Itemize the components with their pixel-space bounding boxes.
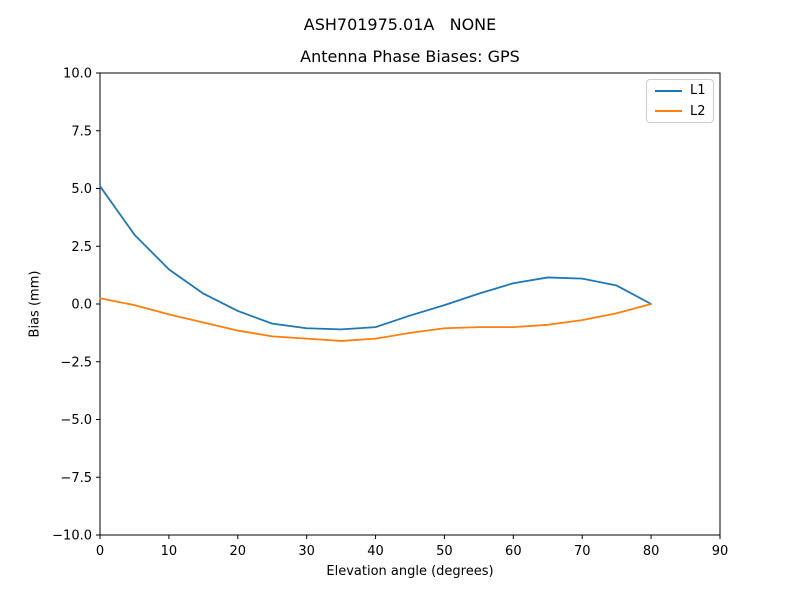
x-tick-label: 90	[712, 544, 729, 559]
l1-line-sample	[655, 89, 682, 92]
chart-title: Antenna Phase Biases: GPS	[300, 47, 520, 66]
figure-suptitle: ASH701975.01A NONE	[303, 15, 497, 34]
l2-legend-label: L2	[690, 103, 706, 119]
legend-entry-l1: L1	[655, 81, 713, 101]
x-tick-label: 50	[436, 544, 453, 559]
y-axis-label: Bias (mm)	[27, 270, 43, 338]
y-tick-label: −5.0	[60, 413, 92, 428]
series-line-l2	[99, 297, 653, 342]
x-axis-label: Elevation angle (degrees)	[326, 564, 494, 579]
axes-frame	[99, 72, 721, 536]
x-tick-label: 80	[643, 544, 660, 559]
y-tick-label: −7.5	[60, 471, 92, 486]
legend: L1 L2	[646, 79, 714, 123]
legend-entry-l2: L2	[655, 101, 713, 121]
l1-legend-label: L1	[690, 83, 706, 99]
x-tick-label: 30	[298, 544, 315, 559]
x-tick-label: 20	[230, 544, 247, 559]
series-line-l1	[99, 185, 653, 331]
y-tick-label: 7.5	[71, 124, 92, 139]
y-tick-label: 0.0	[71, 298, 92, 313]
y-tick-label: 2.5	[71, 240, 92, 255]
y-tick-label: 10.0	[63, 67, 92, 82]
x-tick-label: 10	[161, 544, 178, 559]
x-tick-label: 0	[96, 544, 104, 559]
x-tick-label: 40	[367, 544, 384, 559]
y-tick-label: −10.0	[52, 529, 92, 544]
x-tick-label: 70	[574, 544, 591, 559]
y-tick-label: 5.0	[71, 182, 92, 197]
x-tick-label: 60	[505, 544, 522, 559]
y-tick-label: −2.5	[60, 355, 92, 370]
l2-line-sample	[655, 110, 682, 113]
